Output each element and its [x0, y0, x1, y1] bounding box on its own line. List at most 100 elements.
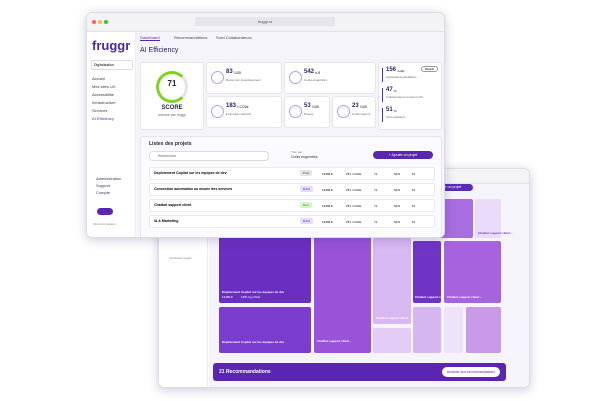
- maximize[interactable]: [104, 20, 108, 24]
- tile[interactable]: Chatbot support client...: [475, 199, 513, 238]
- theme-toggle[interactable]: [97, 208, 113, 215]
- details-button[interactable]: Détails: [420, 66, 438, 72]
- score-card: 71 SCORE mesuré par fruggr: [140, 62, 204, 130]
- search-input[interactable]: Rechercher: [149, 151, 269, 161]
- nav-item[interactable]: Administration: [96, 176, 122, 181]
- selector[interactable]: Digitalisation: [91, 60, 133, 70]
- minimize[interactable]: [98, 20, 102, 24]
- add-project-button[interactable]: + Ajouter un projet: [421, 184, 473, 191]
- metric-card: 183 t CO2e Empreinte carbone: [206, 96, 282, 128]
- side-metrics: Détails 156 outils Applications identifiée…: [378, 62, 442, 130]
- project-row[interactable]: IA & Marketing Build 13486 € 251 t CO2e 71 52…: [149, 215, 435, 228]
- project-name: Déploiement Copilot sur les équipes de d…: [154, 171, 227, 175]
- project-carbon: 251 t CO2e: [346, 219, 362, 224]
- tile[interactable]: Chatbot support client...: [413, 241, 450, 303]
- side-metric-label: Sous-traitance: [386, 115, 406, 119]
- sidebar: fruggr Digitalisation Accueil Mes sites U…: [87, 32, 136, 237]
- tab[interactable]: Suivi Collaborateurs: [216, 35, 252, 40]
- tile-label: Chatbot support client...: [478, 231, 513, 235]
- tab[interactable]: Recommandations: [174, 35, 208, 40]
- project-pct: 52%: [394, 219, 401, 224]
- side-metric-unit: %: [394, 109, 397, 113]
- tile[interactable]: [373, 328, 411, 353]
- project-carbon: 251 t CO2e: [346, 187, 362, 192]
- nav-item[interactable]: Mes sites UX: [92, 84, 116, 89]
- side-metric-label: Applications identifiées: [386, 75, 417, 79]
- nav-item[interactable]: Infrastructure: [92, 100, 116, 105]
- metric-unit: t CO2e: [237, 105, 249, 109]
- tile[interactable]: [444, 307, 463, 353]
- add-project-button[interactable]: + Ajouter un projet: [373, 151, 433, 159]
- project-name: Chatbot support client: [154, 203, 192, 207]
- project-n: 67: [412, 203, 416, 208]
- tile[interactable]: [413, 307, 441, 353]
- metric-label: Coûts engendrés: [304, 78, 327, 82]
- nav-item[interactable]: Services: [92, 108, 108, 113]
- metric-label: Projets: [304, 112, 314, 116]
- tile[interactable]: Chatbot support client...: [314, 234, 371, 353]
- tab[interactable]: Dashboard: [140, 35, 160, 41]
- page-title: AI Efficiency: [140, 47, 179, 54]
- side-metric-label: Collaborateurs formés à l'IA: [386, 95, 423, 99]
- metric-card: 23/100 Conformité IA: [332, 96, 376, 128]
- side-metric-unit: outils: [397, 69, 405, 73]
- projects-card: Listes des projets Rechercher Trier par …: [140, 136, 442, 237]
- nav-item[interactable]: Accueil: [92, 76, 105, 81]
- metric-unit: k €: [315, 71, 321, 75]
- metric-label: Retour sur investissement: [226, 78, 261, 82]
- tile-label: Chatbot support client...: [415, 295, 450, 299]
- nav-item[interactable]: Compte: [96, 190, 111, 195]
- project-cost: 13486 €: [322, 187, 333, 192]
- phase-badge: Build: [300, 186, 313, 192]
- metric-card: 53/100 Projets: [284, 96, 330, 128]
- metric-value: 23: [352, 103, 359, 109]
- tile-metric: 13486 €: [222, 295, 233, 299]
- side-metric-unit: %: [394, 89, 397, 93]
- url-bar[interactable]: fruggr.io: [195, 17, 335, 26]
- project-row[interactable]: Connection automation au musée des servi…: [149, 183, 435, 196]
- metric-icon: [211, 71, 224, 84]
- project-name: IA & Marketing: [154, 219, 179, 223]
- metric-icon: [289, 71, 302, 84]
- project-score: 71: [374, 219, 378, 224]
- content: Dashboard Recommandations Suivi Collaborat…: [136, 32, 444, 237]
- metric-unit: /100: [360, 105, 367, 109]
- tile-label: Chatbot support client...: [376, 316, 411, 320]
- front-window: fruggr.io fruggr Digitalisation Accueil M…: [86, 12, 445, 238]
- tile[interactable]: Déploiement Copilot sur les équipes de d…: [219, 236, 311, 303]
- score-gauge: [156, 71, 188, 103]
- tile[interactable]: Chatbot support client...: [444, 241, 501, 303]
- project-pct: 52%: [394, 203, 401, 208]
- banner-button[interactable]: Accéder aux recommandations: [441, 367, 500, 377]
- nav-item[interactable]: Support: [96, 183, 111, 188]
- score-value: 71: [167, 79, 177, 88]
- metric-icon: [337, 105, 350, 118]
- tile[interactable]: [466, 307, 501, 353]
- tile-label: Chatbot support client...: [317, 339, 352, 343]
- project-name: Connection automation au musée des servi…: [154, 187, 233, 191]
- nav-item[interactable]: Accessibilité: [92, 92, 115, 97]
- close[interactable]: [92, 20, 96, 24]
- tile-label: Déploiement Copilot sur les équipes de d…: [222, 290, 285, 294]
- phase-badge: Run: [300, 202, 312, 208]
- project-row[interactable]: Déploiement Copilot sur les équipes de d…: [149, 167, 435, 180]
- side-metric-bar: [382, 88, 383, 102]
- sort-value[interactable]: Coûts engendrés: [291, 155, 318, 159]
- footer: Mentions légales: [93, 222, 116, 226]
- metric-card: 542 k € Coûts engendrés: [284, 62, 376, 94]
- phase-badge: Prep: [300, 170, 313, 176]
- project-row[interactable]: Chatbot support client Run 13486 € 251 t CO…: [149, 199, 435, 212]
- recommendations-banner: 21 Recommandations Accéder aux recommand…: [213, 363, 506, 381]
- tile[interactable]: Chatbot support client...: [373, 238, 411, 324]
- project-pct: 52%: [394, 187, 401, 192]
- side-metric-bar: [382, 68, 383, 82]
- nav-item[interactable]: AI Efficiency: [92, 116, 114, 121]
- projects-title: Listes des projets: [149, 141, 192, 147]
- tile[interactable]: Déploiement Copilot sur les équipes de d…: [219, 307, 311, 353]
- project-score: 71: [374, 171, 378, 176]
- project-pct: 52%: [394, 171, 401, 176]
- side-metric-value: 156: [386, 67, 397, 73]
- sort-label: Trier par: [291, 150, 303, 154]
- metric-icon: [289, 105, 302, 118]
